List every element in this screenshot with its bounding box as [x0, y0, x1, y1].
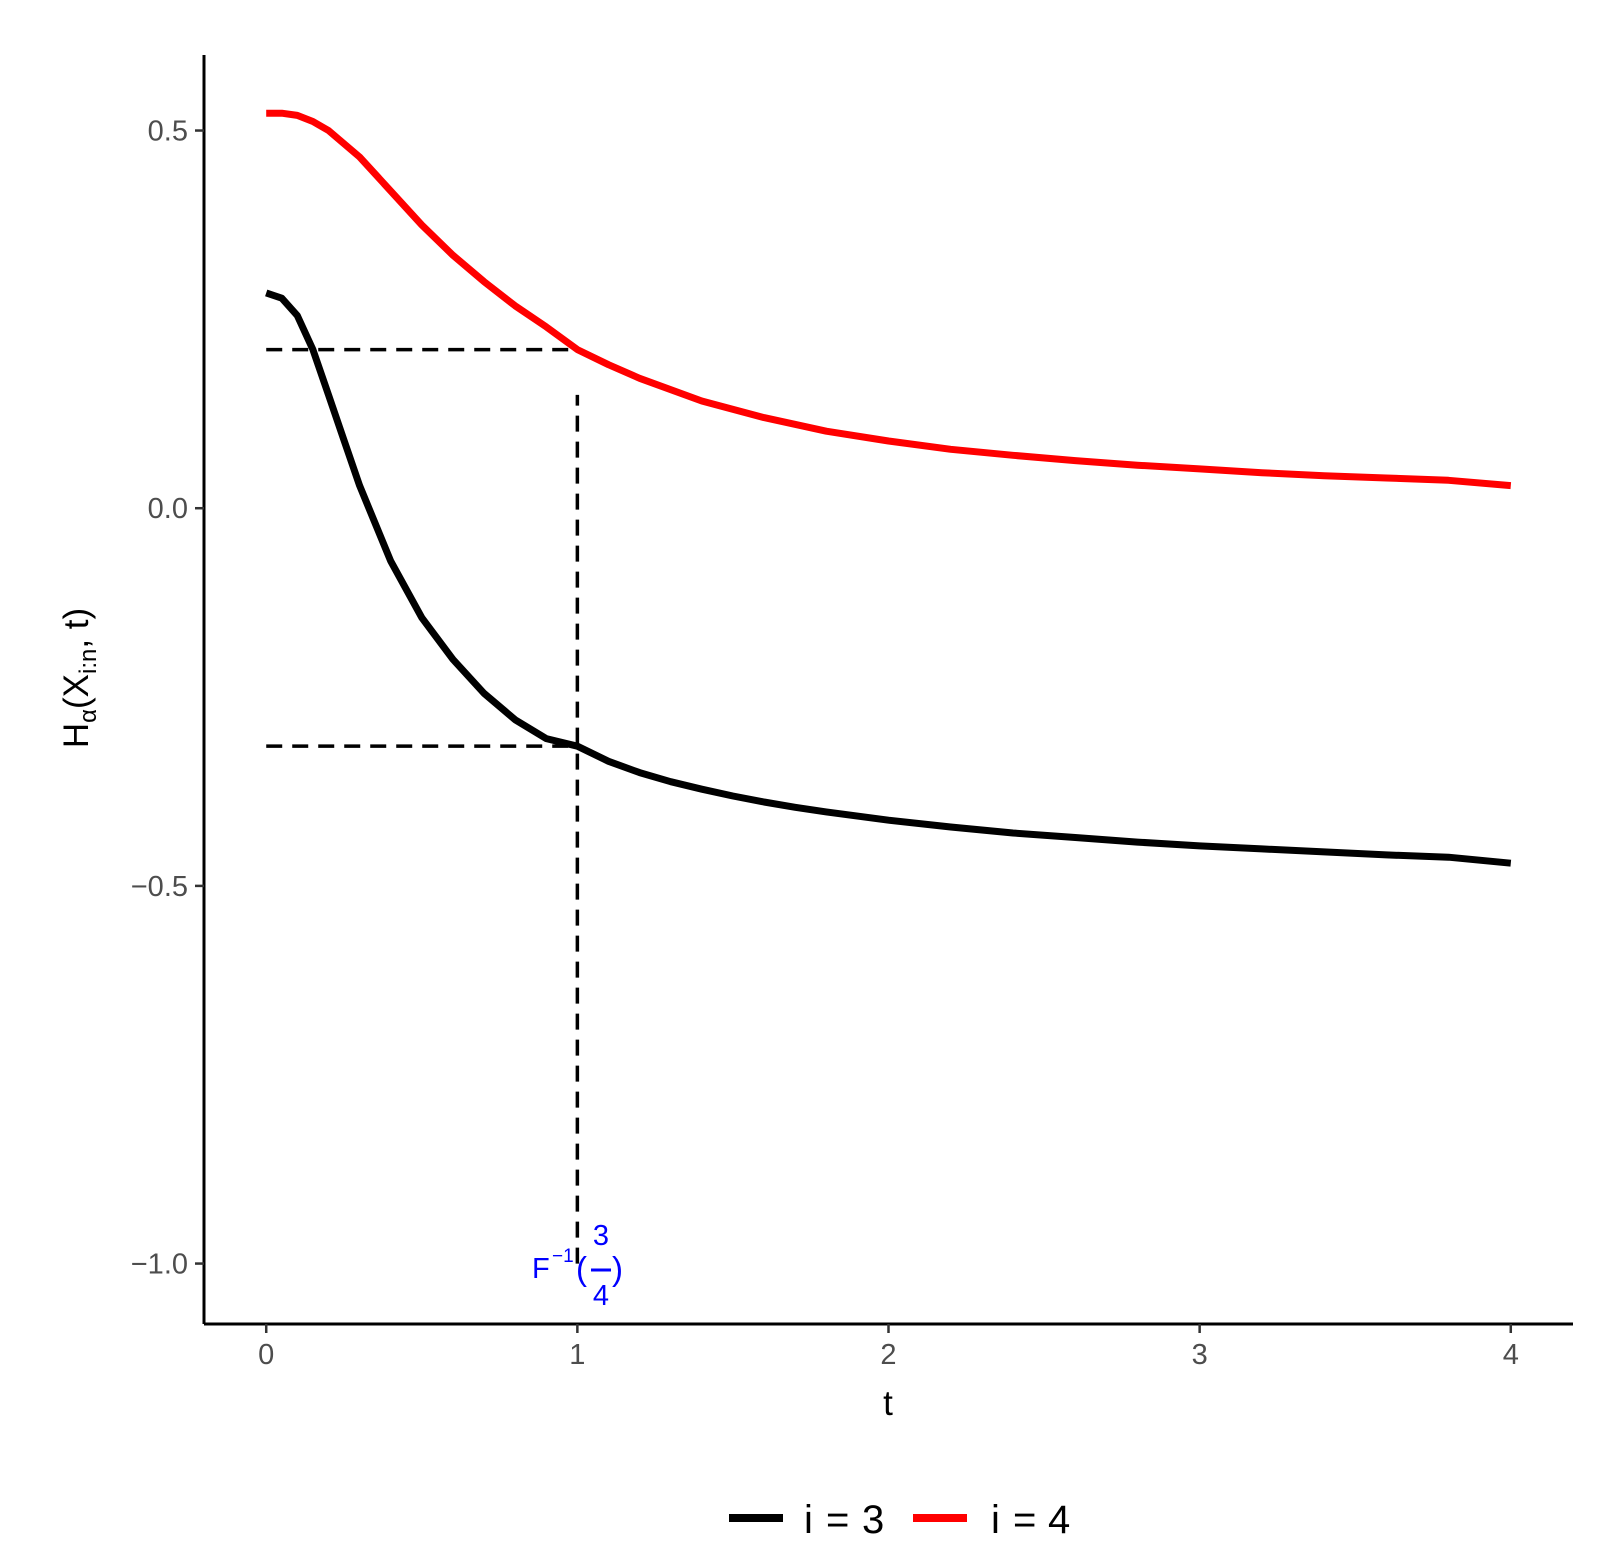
- x-tick-label-1: 1: [569, 1339, 585, 1371]
- legend: i = 3 i = 4: [729, 1498, 1070, 1542]
- x-axis-title: t: [883, 1384, 893, 1423]
- y-tick-label-3: 0.5: [148, 116, 188, 148]
- axes: [202, 55, 1573, 1326]
- legend-i4-var: i: [991, 1498, 1000, 1542]
- y-axis-title-close: , t): [57, 608, 96, 649]
- legend-i4-val: 4: [1048, 1498, 1070, 1542]
- x-tick-label-2: 2: [880, 1339, 896, 1371]
- legend-i4-eq: =: [1013, 1498, 1036, 1542]
- y-axis-title-open: (X: [57, 674, 96, 709]
- legend-i3-var: i: [804, 1498, 813, 1542]
- reference-lines: [266, 347, 580, 1264]
- annotation-base: F: [532, 1253, 550, 1285]
- y-tick-label-0: −1.0: [131, 1249, 188, 1281]
- x-tick-label-0: 0: [258, 1339, 274, 1371]
- y-axis-title: Hα(Xi:n, t): [57, 608, 102, 748]
- y-tick-label-1: −0.5: [131, 871, 188, 903]
- series-line-1: [266, 109, 1512, 490]
- legend-i3-val: 3: [862, 1498, 884, 1542]
- y-tick-label-2: 0.0: [148, 493, 188, 525]
- ticks: 0 1 2 3 4 −1.0 −0.5 0.0 0.5: [131, 116, 1519, 1371]
- series-line-0: [265, 289, 1512, 867]
- annotation-numerator: 3: [593, 1220, 609, 1252]
- legend-i3-eq: =: [826, 1498, 849, 1542]
- y-axis-title-sub: i:n: [75, 649, 102, 674]
- y-axis-title-alpha: α: [75, 709, 102, 723]
- quantile-annotation: F −1 ( 3 4 ): [532, 1220, 623, 1312]
- annotation-denominator: 4: [593, 1280, 609, 1312]
- annotation-sup: −1: [552, 1246, 574, 1267]
- y-axis-title-main: H: [57, 723, 96, 748]
- series-lines: [265, 109, 1512, 867]
- annotation-close-paren: ): [612, 1250, 623, 1287]
- legend-label-i3: i = 3: [804, 1498, 884, 1542]
- annotation-open-paren: (: [576, 1250, 587, 1287]
- legend-label-i4: i = 4: [991, 1498, 1070, 1542]
- x-tick-label-3: 3: [1192, 1339, 1208, 1371]
- x-tick-label-4: 4: [1503, 1339, 1519, 1371]
